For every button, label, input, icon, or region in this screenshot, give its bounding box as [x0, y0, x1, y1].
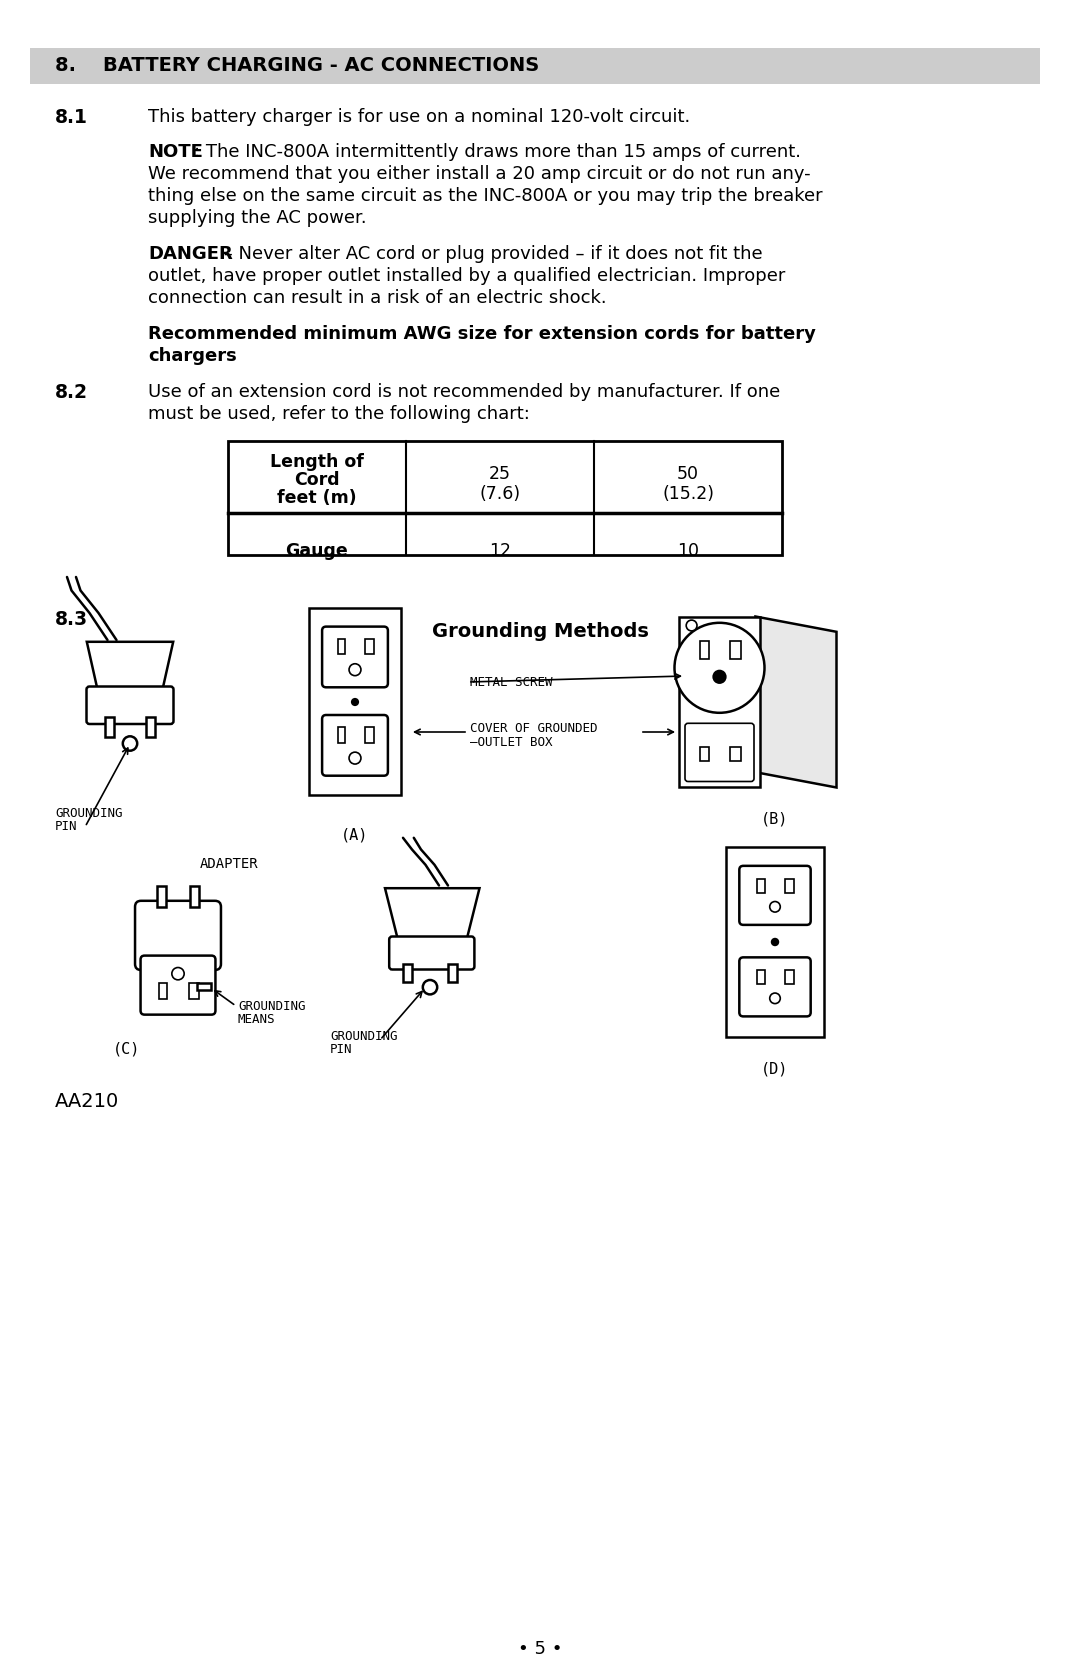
Bar	[338, 728, 345, 743]
Text: thing else on the same circuit as the INC-800A or you may trip the breaker: thing else on the same circuit as the IN…	[148, 187, 823, 205]
Circle shape	[123, 736, 137, 751]
Bar	[105, 718, 113, 738]
Bar	[309, 609, 401, 796]
Text: ADAPTER: ADAPTER	[200, 856, 258, 871]
Bar	[190, 886, 199, 906]
Bar	[30, 48, 1040, 83]
Bar	[730, 748, 741, 761]
Bar	[757, 970, 766, 985]
Bar	[785, 878, 795, 893]
Text: outlet, have proper outlet installed by a qualified electrician. Improper: outlet, have proper outlet installed by …	[148, 267, 785, 285]
Text: 10: 10	[677, 542, 699, 561]
Text: (C): (C)	[113, 1041, 140, 1056]
Text: 25: 25	[489, 466, 511, 482]
Bar	[338, 639, 345, 654]
Bar	[159, 983, 166, 1000]
Polygon shape	[86, 643, 173, 694]
Text: supplying the AC power.: supplying the AC power.	[148, 209, 366, 227]
FancyBboxPatch shape	[322, 714, 388, 776]
Text: COVER OF GROUNDED: COVER OF GROUNDED	[470, 723, 597, 734]
Bar	[726, 848, 824, 1036]
FancyBboxPatch shape	[740, 958, 811, 1016]
Circle shape	[770, 993, 780, 1003]
Text: GROUNDING: GROUNDING	[330, 1030, 397, 1043]
Text: – Never alter AC cord or plug provided – if it does not fit the: – Never alter AC cord or plug provided –…	[218, 245, 762, 264]
Bar	[228, 441, 782, 556]
Text: 8.2: 8.2	[55, 382, 87, 402]
Bar	[146, 718, 156, 738]
Text: 50: 50	[677, 466, 699, 482]
FancyBboxPatch shape	[135, 901, 221, 970]
Text: METAL SCREW: METAL SCREW	[470, 676, 553, 689]
FancyBboxPatch shape	[86, 686, 174, 724]
Circle shape	[713, 671, 726, 683]
Circle shape	[349, 664, 361, 676]
Bar	[700, 748, 708, 761]
Text: Recommended minimum AWG size for extension cords for battery: Recommended minimum AWG size for extensi…	[148, 325, 815, 344]
Text: PIN: PIN	[55, 819, 78, 833]
Text: Use of an extension cord is not recommended by manufacturer. If one: Use of an extension cord is not recommen…	[148, 382, 780, 401]
Text: • 5 •: • 5 •	[517, 1641, 563, 1657]
Text: –OUTLET BOX: –OUTLET BOX	[470, 736, 553, 749]
Text: PIN: PIN	[330, 1043, 352, 1056]
Text: Grounding Methods: Grounding Methods	[432, 623, 648, 641]
Bar	[198, 983, 212, 990]
Text: We recommend that you either install a 20 amp circuit or do not run any-: We recommend that you either install a 2…	[148, 165, 811, 184]
Bar	[730, 641, 741, 659]
FancyBboxPatch shape	[322, 626, 388, 688]
Text: 12: 12	[489, 542, 511, 561]
FancyBboxPatch shape	[740, 866, 811, 925]
Text: chargers: chargers	[148, 347, 237, 366]
Polygon shape	[756, 616, 837, 788]
Bar	[189, 983, 199, 1000]
Text: feet (m): feet (m)	[278, 489, 356, 507]
Circle shape	[675, 623, 765, 713]
Circle shape	[422, 980, 437, 995]
Text: This battery charger is for use on a nominal 120-volt circuit.: This battery charger is for use on a nom…	[148, 108, 690, 125]
Text: Gauge: Gauge	[285, 542, 349, 561]
Text: connection can result in a risk of an electric shock.: connection can result in a risk of an el…	[148, 289, 607, 307]
Text: GROUNDING: GROUNDING	[238, 1000, 306, 1013]
Bar	[757, 878, 766, 893]
Text: (7.6): (7.6)	[480, 486, 521, 502]
Bar	[448, 963, 457, 981]
Text: : The INC-800A intermittently draws more than 15 amps of current.: : The INC-800A intermittently draws more…	[194, 144, 801, 160]
Polygon shape	[384, 888, 480, 943]
Circle shape	[349, 753, 361, 764]
Bar	[679, 618, 760, 786]
Text: (B): (B)	[761, 813, 788, 828]
Text: Length of: Length of	[270, 452, 364, 471]
Bar	[157, 886, 165, 906]
Circle shape	[770, 901, 780, 911]
Text: 8.3: 8.3	[55, 609, 89, 629]
Text: must be used, refer to the following chart:: must be used, refer to the following cha…	[148, 406, 530, 422]
Circle shape	[352, 699, 359, 706]
Bar	[700, 641, 708, 659]
Text: 8.    BATTERY CHARGING - AC CONNECTIONS: 8. BATTERY CHARGING - AC CONNECTIONS	[55, 57, 539, 75]
Text: AA210: AA210	[55, 1092, 119, 1112]
Bar	[403, 963, 411, 981]
Text: GROUNDING: GROUNDING	[55, 808, 122, 819]
Text: Cord: Cord	[294, 471, 340, 489]
Text: DANGER: DANGER	[148, 245, 233, 264]
FancyBboxPatch shape	[140, 956, 215, 1015]
Bar	[785, 970, 795, 985]
Text: NOTE: NOTE	[148, 144, 203, 160]
Text: (D): (D)	[761, 1061, 788, 1077]
Text: (15.2): (15.2)	[662, 486, 714, 502]
Circle shape	[172, 968, 185, 980]
Bar	[365, 639, 374, 654]
Text: (A): (A)	[341, 828, 368, 841]
Circle shape	[686, 621, 697, 631]
FancyBboxPatch shape	[685, 723, 754, 781]
Text: 8.1: 8.1	[55, 108, 87, 127]
Text: MEANS: MEANS	[238, 1013, 275, 1026]
Bar	[365, 728, 374, 743]
FancyBboxPatch shape	[389, 936, 474, 970]
Circle shape	[771, 938, 779, 946]
